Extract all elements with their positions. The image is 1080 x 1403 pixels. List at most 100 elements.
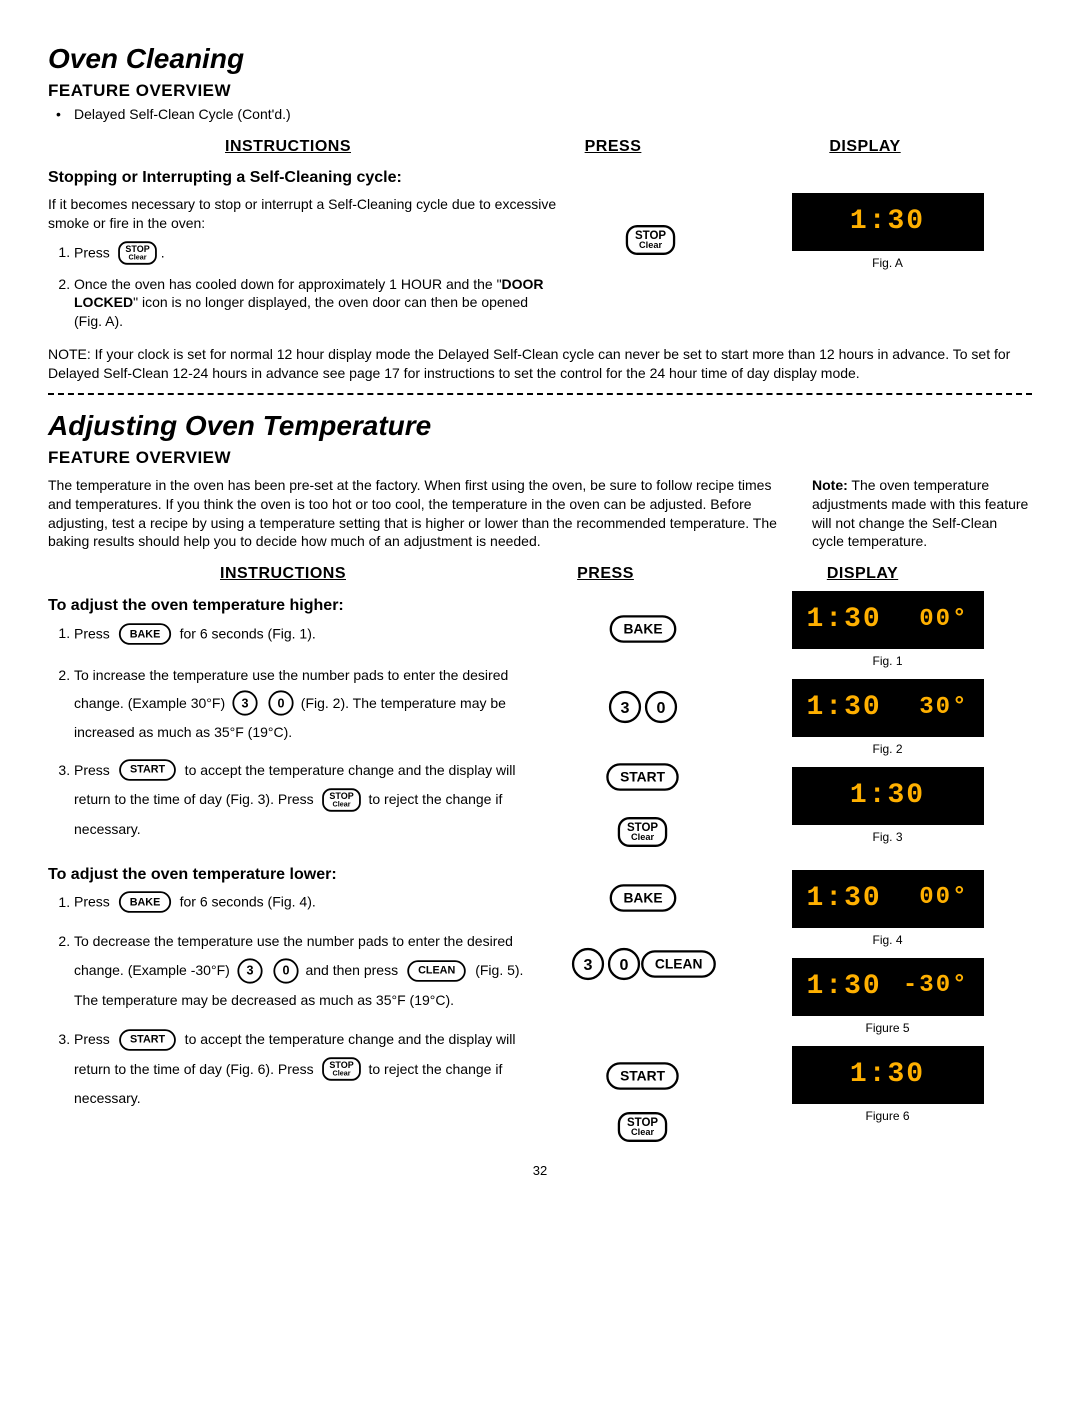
feature-overview-2: FEATURE OVERVIEW (48, 447, 1032, 470)
num-3-icon: 3 (232, 690, 257, 715)
num-3-icon-2: 3 (237, 958, 262, 983)
l-step-3: Press START to accept the temperature ch… (74, 1025, 543, 1113)
display-fig-3: 1:30 (792, 767, 984, 825)
num-0-icon-2: 0 (273, 958, 298, 983)
adjust-intro: The temperature in the oven has been pre… (48, 476, 792, 552)
bullet-icon: • (56, 105, 74, 124)
l-step-1: Press BAKE for 6 seconds (Fig. 4). (74, 891, 543, 915)
fig1-label: Fig. 1 (872, 653, 902, 669)
s2a: Once the oven has cooled down for approx… (74, 276, 502, 292)
page-number: 32 (48, 1162, 1032, 1180)
cont-text: Delayed Self-Clean Cycle (Cont'd.) (74, 105, 291, 124)
hdr-instructions-2: INSTRUCTIONS (48, 563, 518, 585)
l1a: Press (74, 894, 114, 910)
column-headers-1: INSTRUCTIONS PRESS DISPLAY (48, 136, 1032, 158)
higher-head: To adjust the oven temperature higher: (48, 595, 543, 617)
display-fig-1: 1:30 00° (792, 591, 984, 649)
lower-instructions: To adjust the oven temperature lower: Pr… (48, 860, 543, 1144)
stop-clear-icon-2: STOPClear (322, 788, 361, 811)
stopping-intro: If it becomes necessary to stop or inter… (48, 195, 558, 233)
d6v: 1:30 (850, 1056, 925, 1094)
h3a: Press (74, 762, 114, 778)
adjusting-title: Adjusting Oven Temperature (48, 407, 1032, 445)
h-step-2: To increase the temperature use the numb… (74, 661, 543, 746)
column-headers-2: INSTRUCTIONS PRESS DISPLAY (48, 563, 1032, 585)
num-3-button: 3 (609, 691, 641, 723)
hdr-press-1: PRESS (528, 136, 698, 158)
bake-icon: BAKE (119, 623, 171, 645)
sn-a: Note: (812, 477, 848, 493)
stop-clear-button-2: STOPClear (618, 817, 668, 847)
l2b: and then press (302, 962, 402, 978)
instructions-col-1: Stopping or Interrupting a Self-Cleaning… (48, 163, 558, 337)
higher-instructions: To adjust the oven temperature higher: P… (48, 591, 543, 856)
num-0-button-2: 0 (608, 947, 640, 979)
display-fig-a: 1:30 (792, 193, 984, 251)
display-fig-2: 1:30 30° (792, 679, 984, 737)
fig5-label: Figure 5 (865, 1020, 909, 1036)
num-30-clean-group: 3 0 CLEAN (574, 946, 711, 982)
lower-steps: Press BAKE for 6 seconds (Fig. 4). To de… (48, 891, 543, 1113)
start-button: START (607, 763, 680, 791)
d3v: 1:30 (850, 777, 925, 815)
higher-press-col: BAKE 3 0 START STOPClear (543, 591, 743, 856)
d4r: 00° (919, 882, 968, 914)
lower-press-col: BAKE 3 0 CLEAN START STOPClear (543, 860, 743, 1144)
fig4-label: Fig. 4 (872, 932, 902, 948)
d4l: 1:30 (807, 880, 882, 918)
press-col-1: STOP Clear (558, 163, 743, 337)
num-30-group: 3 0 (611, 689, 675, 725)
stop-clear-icon: STOP Clear (118, 241, 157, 264)
bake-button: BAKE (610, 615, 677, 643)
clean-button: CLEAN (641, 950, 716, 978)
fig6-label: Figure 6 (865, 1108, 909, 1124)
stopping-row: Stopping or Interrupting a Self-Cleaning… (48, 163, 1032, 337)
d5l: 1:30 (807, 968, 882, 1006)
d1r: 00° (919, 604, 968, 636)
hdr-instructions-1: INSTRUCTIONS (48, 136, 528, 158)
fig-a-label: Fig. A (872, 255, 903, 271)
higher-display-col: 1:30 00° Fig. 1 1:30 30° Fig. 2 1:30 Fig… (743, 591, 1032, 856)
lower-row: To adjust the oven temperature lower: Pr… (48, 860, 1032, 1144)
adjust-side-note: Note: The oven temperature adjustments m… (812, 476, 1032, 552)
stop-clear-button: STOP Clear (626, 225, 676, 255)
adjust-intro-row: The temperature in the oven has been pre… (48, 476, 1032, 552)
stop-step-2: Once the oven has cooled down for approx… (74, 275, 558, 332)
da-val: 1:30 (850, 203, 925, 241)
h1b: for 6 seconds (Fig. 1). (176, 625, 316, 641)
feature-overview-1: FEATURE OVERVIEW (48, 80, 1032, 103)
fig2-label: Fig. 2 (872, 741, 902, 757)
clean-icon: CLEAN (407, 960, 466, 982)
num-0-icon: 0 (268, 690, 293, 715)
display-fig-5: 1:30 -30° (792, 958, 984, 1016)
scp-bot: Clear (639, 241, 662, 249)
higher-steps: Press BAKE for 6 seconds (Fig. 1). To in… (48, 623, 543, 844)
note-12hr: NOTE: If your clock is set for normal 12… (48, 345, 1032, 383)
num-0-button: 0 (645, 691, 677, 723)
s1a: Press (74, 244, 114, 260)
bake-icon-2: BAKE (119, 891, 171, 913)
stopping-subhead: Stopping or Interrupting a Self-Cleaning… (48, 167, 558, 189)
hdr-display-1: DISPLAY (698, 136, 1032, 158)
hdr-press-2: PRESS (518, 563, 693, 585)
d2l: 1:30 (807, 689, 882, 727)
l1b: for 6 seconds (Fig. 4). (176, 894, 316, 910)
lower-display-col: 1:30 00° Fig. 4 1:30 -30° Figure 5 1:30 … (743, 860, 1032, 1144)
h-step-1: Press BAKE for 6 seconds (Fig. 1). (74, 623, 543, 647)
stopping-steps: Press STOP Clear . Once the oven has coo… (48, 241, 558, 332)
s1b: . (161, 244, 165, 260)
h-step-3: Press START to accept the temperature ch… (74, 756, 543, 844)
lower-head: To adjust the oven temperature lower: (48, 864, 543, 886)
higher-row: To adjust the oven temperature higher: P… (48, 591, 1032, 856)
display-col-1: 1:30 Fig. A (743, 163, 1032, 337)
hdr-display-2: DISPLAY (693, 563, 1032, 585)
stop-clear-icon-3: STOPClear (322, 1057, 361, 1080)
start-button-2: START (607, 1062, 680, 1090)
stop-clear-button-3: STOPClear (618, 1112, 668, 1142)
d2r: 30° (919, 692, 968, 724)
display-fig-4: 1:30 00° (792, 870, 984, 928)
oven-cleaning-title: Oven Cleaning (48, 40, 1032, 78)
start-icon: START (119, 759, 176, 781)
fig3-label: Fig. 3 (872, 829, 902, 845)
bake-button-2: BAKE (610, 884, 677, 912)
